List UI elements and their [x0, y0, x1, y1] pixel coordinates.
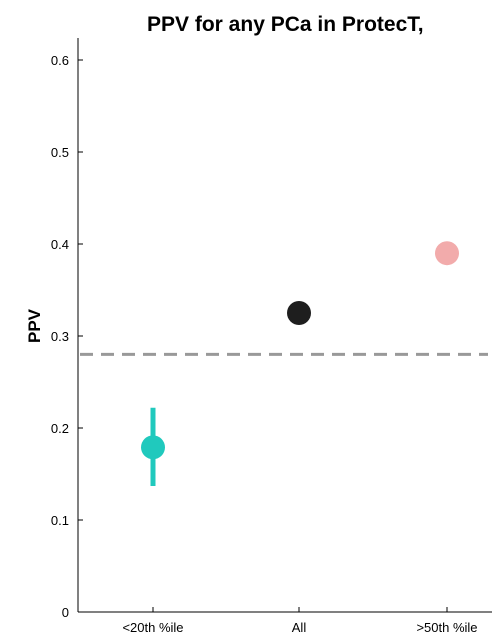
chart-title: PPV for any PCa in ProtecT,: [147, 13, 424, 36]
y-ticks: 0 0.1 0.2 0.3 0.4 0.5 0.6: [51, 53, 83, 620]
x-tick-label: <20th %ile: [122, 620, 183, 635]
x-ticks: <20th %ile All >50th %ile: [122, 607, 478, 635]
y-tick-label: 0: [62, 605, 69, 620]
y-tick-label: 0.2: [51, 421, 69, 436]
data-point: [141, 435, 165, 460]
x-tick-label: >50th %ile: [416, 620, 477, 635]
y-tick-label: 0.1: [51, 513, 69, 528]
data-point: [435, 241, 459, 266]
y-tick-label: 0.5: [51, 145, 69, 160]
y-axis-label: PPV: [25, 308, 44, 343]
data-point: [287, 301, 311, 325]
y-tick-label: 0.3: [51, 329, 69, 344]
y-tick-label: 0.4: [51, 237, 69, 252]
data-points: [141, 241, 459, 486]
y-tick-label: 0.6: [51, 53, 69, 68]
x-tick-label: All: [292, 620, 307, 635]
